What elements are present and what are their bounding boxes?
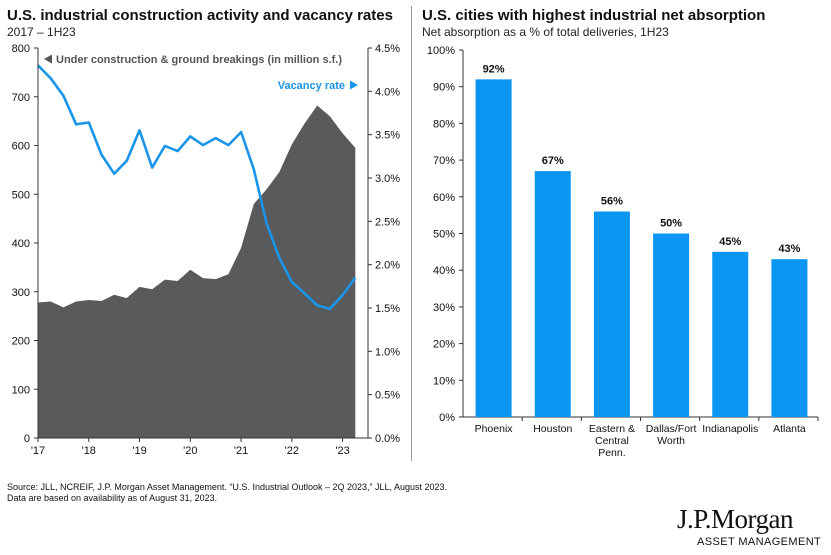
bar-category-label: Eastern & Central Penn. [589,423,635,459]
bar-0 [476,79,512,417]
bar-data-label: 56% [601,195,623,207]
right-y-tick-label: 0.5% [375,390,400,402]
bar-y-tick-label: 80% [433,118,455,130]
bar-y-tick-label: 10% [433,375,455,387]
bar-data-label: 43% [778,243,800,255]
legend-vacancy-rate: Vacancy rate [278,80,345,92]
source-note-line2: Data are based on availability as of Aug… [7,493,217,504]
right-y-tick-label: 0.0% [375,433,400,445]
left-y-tick-label: 0 [24,433,30,445]
left-y-tick-label: 300 [12,287,30,299]
bar-2 [594,211,630,417]
x-tick-label: '20 [183,445,197,457]
bar-y-tick-label: 40% [433,265,455,277]
left-y-tick-label: 100 [12,384,30,396]
bar-category-label: Houston [533,423,572,435]
jpmorgan-logo: J.P.Morgan [677,504,793,535]
right-y-tick-label: 2.5% [375,216,400,228]
right-y-tick-label: 2.0% [375,260,400,272]
bar-y-tick-label: 60% [433,192,455,204]
bar-y-tick-label: 20% [433,339,455,351]
left-y-tick-label: 200 [12,336,30,348]
bar-y-tick-label: 90% [433,82,455,94]
right-y-tick-label: 4.0% [375,86,400,98]
x-tick-label: '21 [234,445,248,457]
asset-management-logo-text: ASSET MANAGEMENT [697,536,821,548]
left-y-tick-label: 400 [12,238,30,250]
left-y-tick-label: 800 [12,43,30,55]
bar-y-tick-label: 0% [439,412,455,424]
x-tick-label: '18 [82,445,96,457]
left-y-tick-label: 600 [12,141,30,153]
source-note-line1: Source: JLL, NCREIF, J.P. Morgan Asset M… [7,482,447,493]
bar-data-label: 92% [483,63,505,75]
x-tick-label: '22 [285,445,299,457]
legend-under-construction: Under construction & ground breakings (i… [56,54,342,66]
bar-category-label: Dallas/Fort Worth [646,423,697,447]
net-absorption-bar-chart: 0% 10% 20% 30% 40% 50% 60% 70% 80% 90% 100% 92% Pho… [411,0,831,470]
x-tick-label: '23 [335,445,349,457]
bar-data-label: 67% [542,155,564,167]
legend-right-arrow-icon [350,81,358,90]
bar-5 [771,259,807,417]
left-y-tick-label: 700 [12,92,30,104]
bar-1 [535,171,571,417]
bar-y-tick-label: 30% [433,302,455,314]
bar-category-label: Atlanta [773,423,806,435]
right-y-tick-label: 3.5% [375,130,400,142]
bar-3 [653,234,689,418]
right-y-tick-label: 4.5% [375,43,400,55]
bar-4 [712,252,748,417]
right-y-tick-label: 1.0% [375,346,400,358]
construction-area-series [38,106,355,439]
left-y-tick-label: 500 [12,189,30,201]
right-y-tick-label: 3.0% [375,173,400,185]
bar-y-tick-label: 50% [433,229,455,241]
x-tick-label: '19 [132,445,146,457]
bar-category-label: Phoenix [475,423,514,435]
x-tick-label: '17 [31,445,45,457]
bar-data-label: 45% [719,236,741,248]
right-y-tick-label: 1.5% [375,303,400,315]
bar-category-label: Indianapolis [702,423,758,435]
legend-left-arrow-icon [44,55,52,64]
construction-vacancy-chart: 0 100 200 300 400 500 600 700 800 0.0% 0.5% 1.0% 1.5… [0,0,411,470]
bar-y-tick-label: 100% [427,45,455,57]
bar-y-tick-label: 70% [433,155,455,167]
bar-data-label: 50% [660,218,682,230]
